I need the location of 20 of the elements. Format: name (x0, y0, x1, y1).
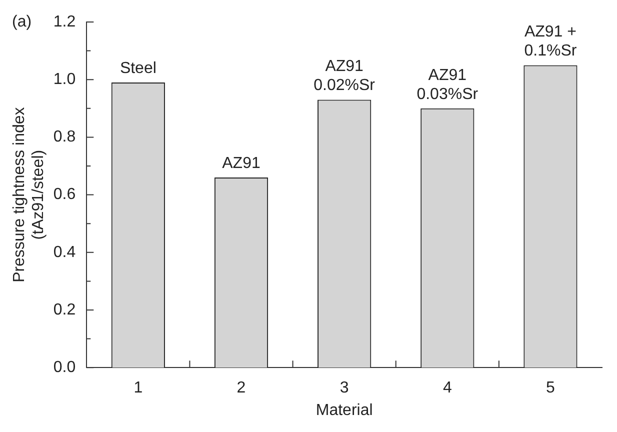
annotation: Steel (120, 60, 156, 77)
y-tick-label: 0.4 (53, 244, 76, 261)
x-tick-label: 5 (546, 380, 556, 397)
y-tick-label: 0.2 (53, 301, 76, 318)
x-tick-label: 4 (442, 380, 452, 397)
y-tick-label: 0.8 (53, 128, 76, 146)
y-axis-title: Pressure tightness index (tAz91/steel) (11, 107, 48, 282)
x-tick-label: 2 (236, 380, 246, 397)
text: (a) (12, 13, 32, 30)
y-tick-label: 0.0 (53, 359, 76, 376)
y-tick-label: 0.6 (53, 186, 76, 204)
annotation: AZ91 + 0.1%Sr (524, 24, 578, 60)
x-axis-title: Material (316, 402, 373, 419)
x-tick-label: 3 (340, 380, 349, 397)
annotation: AZ91 0.02%Sr (314, 58, 376, 94)
annotation: AZ91 0.03%Sr (416, 66, 479, 103)
annotation: AZ91 (222, 154, 260, 172)
y-tick-label: 1.0 (53, 71, 76, 88)
y-tick-label: 1.2 (53, 13, 76, 30)
x-tick-label: 1 (134, 380, 143, 397)
